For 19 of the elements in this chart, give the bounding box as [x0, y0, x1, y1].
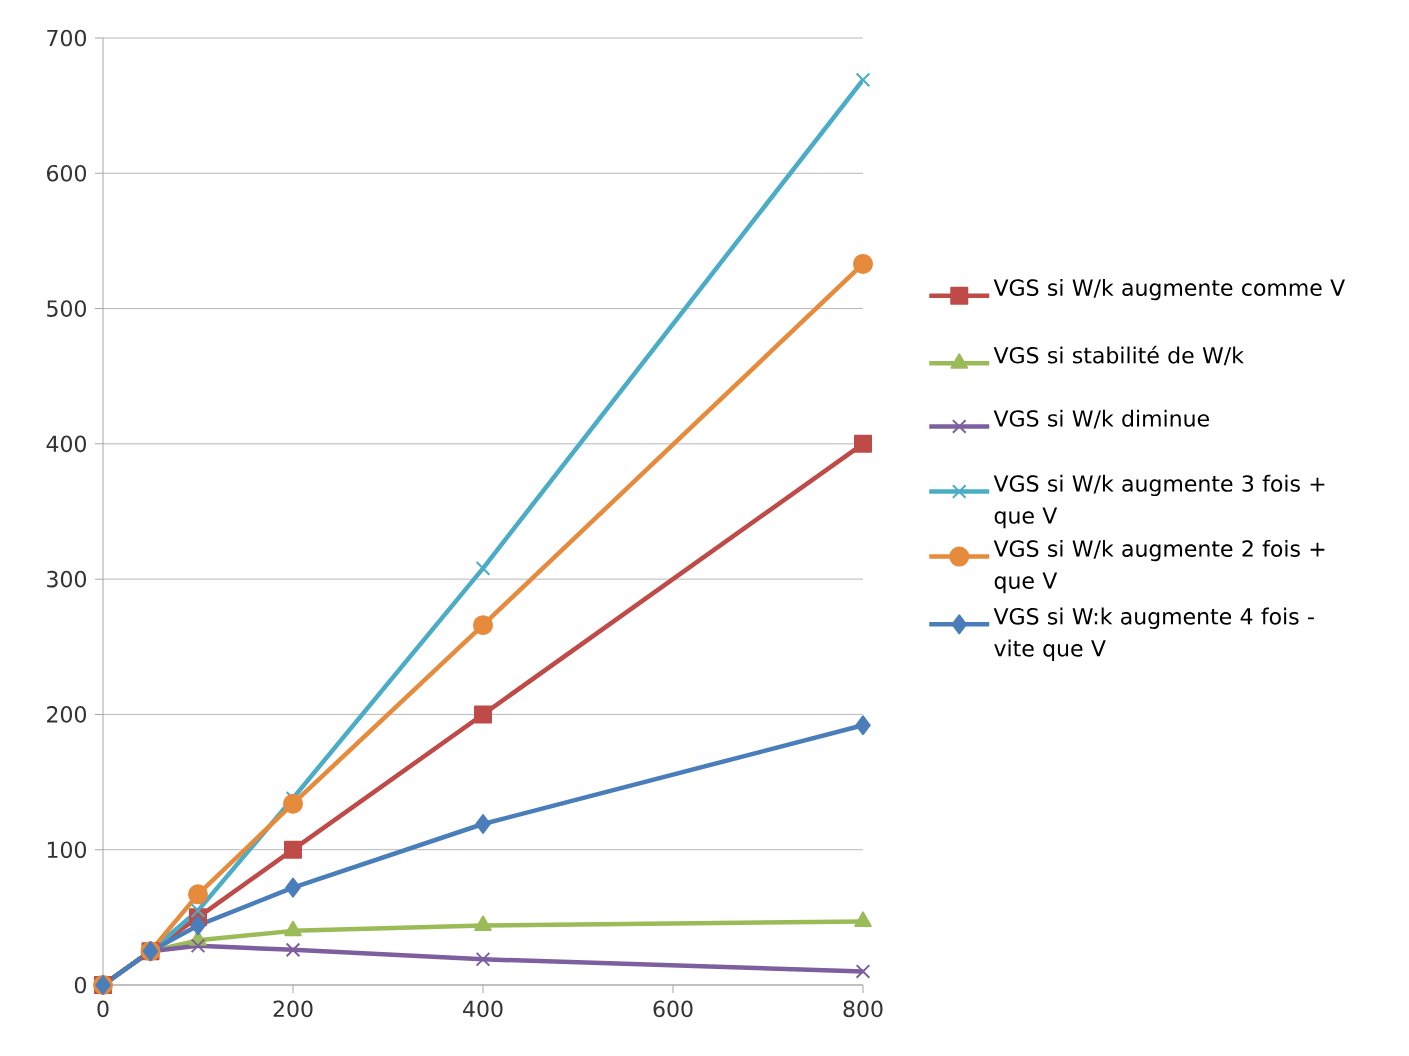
y-tick-label: 400	[46, 435, 86, 453]
y-tick-label: 100	[47, 841, 86, 859]
y-tick-label: 700	[47, 29, 86, 47]
legend-label: VGS si W/k augmente comme V	[993, 278, 1345, 301]
y-tick-label: 0	[74, 976, 87, 994]
legend-label: VGS si W/k augmente 3 fois + que V	[993, 474, 1325, 529]
legend-label: VGS si stabilité de W/k	[993, 345, 1244, 366]
y-tick-label: 200	[47, 706, 86, 723]
x-tick-label: 400	[463, 1000, 503, 1018]
y-tick-label: 600	[47, 164, 86, 182]
legend-label: VGS si W/k augmente 2 fois + que V	[993, 539, 1325, 594]
legend-label: VGS si W:k augmente 4 fois - vite que V	[993, 607, 1314, 661]
y-tick-label: 300	[47, 570, 86, 588]
x-tick-label: 200	[273, 1000, 313, 1018]
legend-label: VGS si W/k diminue	[993, 409, 1209, 429]
y-tick-label: 500	[47, 300, 86, 317]
x-tick-label: 0	[97, 1000, 109, 1018]
x-tick-label: 600	[653, 1000, 693, 1018]
x-tick-label: 800	[843, 1000, 883, 1018]
